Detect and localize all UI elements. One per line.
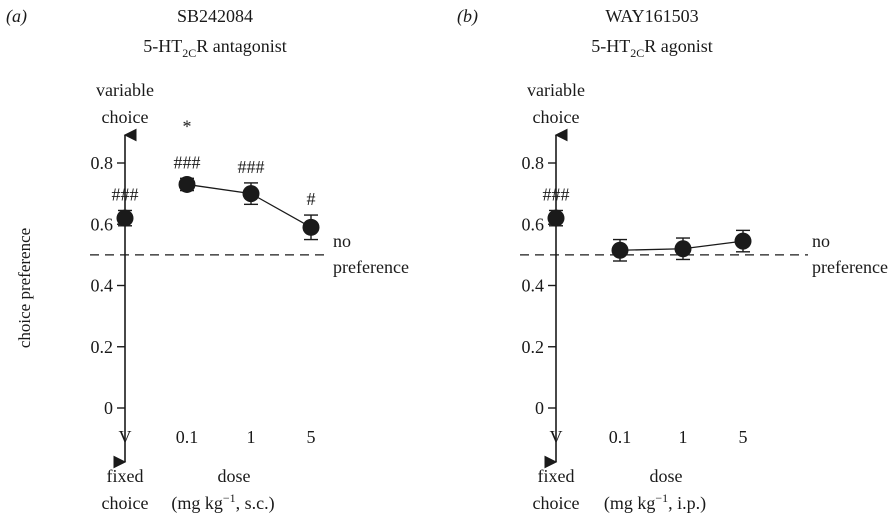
- significance-marker: ###: [112, 184, 139, 204]
- panel-label: (a): [6, 6, 27, 27]
- data-point: [116, 209, 134, 227]
- chart-subtitle: 5-HT2CR antagonist: [143, 36, 287, 60]
- y-tick-label: 0.4: [91, 276, 114, 296]
- data-point: [674, 240, 692, 258]
- data-point: [734, 232, 752, 250]
- y-tick-label: 0.2: [91, 337, 114, 357]
- y-tick-label: 0: [535, 398, 544, 418]
- data-point: [302, 218, 320, 236]
- x-axis-title: dose: [218, 466, 251, 486]
- significance-marker: ###: [174, 152, 201, 172]
- y-axis-label: choice preference: [15, 228, 34, 348]
- chart-title: SB242084: [177, 6, 253, 26]
- y-tick-label: 0.6: [91, 214, 114, 234]
- x-tick-label: 1: [247, 427, 256, 447]
- x-tick-label: 0.1: [609, 427, 632, 447]
- chart-title: WAY161503: [605, 6, 698, 26]
- significance-marker: #: [307, 189, 316, 209]
- panel-label: (b): [457, 6, 478, 27]
- plot-area: 00.20.40.60.8V 0.1 1 5######*####: [90, 116, 328, 469]
- y-tick-label: 0.8: [522, 153, 545, 173]
- data-point: [178, 175, 196, 193]
- y-tick-label: 0.6: [522, 214, 545, 234]
- y-tick-label: 0.8: [91, 153, 114, 173]
- data-point: [242, 185, 260, 203]
- reference-label: no preference: [333, 231, 409, 277]
- reference-label: no preference: [812, 231, 888, 277]
- y-top-label: variable choice: [527, 80, 585, 127]
- x-tick-label: 5: [307, 427, 316, 447]
- chart-subtitle: 5-HT2CR agonist: [591, 36, 713, 60]
- panel-b: (b) WAY161503 5-HT2CR agonist variable ch…: [457, 6, 888, 514]
- significance-marker: *: [183, 116, 192, 136]
- data-point: [611, 241, 629, 259]
- y-bottom-label: fixed choice: [533, 466, 580, 513]
- x-tick-label: 5: [739, 427, 748, 447]
- x-tick-label: V: [119, 427, 132, 447]
- y-bottom-label: fixed choice: [102, 466, 149, 513]
- y-tick-label: 0.2: [522, 337, 545, 357]
- y-top-label: variable choice: [96, 80, 154, 127]
- panel-a: (a) SB242084 5-HT2CR antagonist variable…: [6, 6, 409, 514]
- x-tick-label: V: [550, 427, 563, 447]
- significance-marker: ###: [543, 184, 570, 204]
- x-tick-label: 0.1: [176, 427, 199, 447]
- y-tick-label: 0: [104, 398, 113, 418]
- data-point: [547, 209, 565, 227]
- y-tick-label: 0.4: [522, 276, 545, 296]
- x-tick-label: 1: [679, 427, 688, 447]
- x-axis-units: (mg kg−1, s.c.): [171, 491, 274, 514]
- x-axis-units: (mg kg−1, i.p.): [604, 491, 706, 514]
- significance-marker: ###: [238, 157, 265, 177]
- x-axis-title: dose: [650, 466, 683, 486]
- plot-area: 0 0.2 0.4 0.6 0.8 V 0.1 1 5 ###: [520, 128, 808, 469]
